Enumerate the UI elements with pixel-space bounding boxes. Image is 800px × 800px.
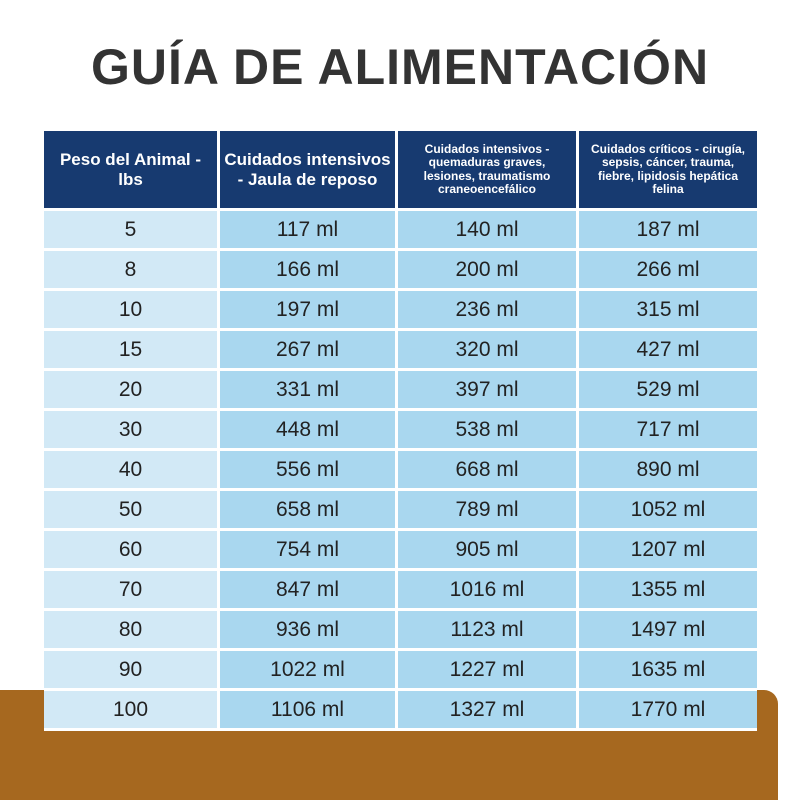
- table-row: 90 1022 ml 1227 ml 1635 ml: [44, 651, 757, 691]
- table-cell: 267 ml: [220, 331, 398, 371]
- header-row: Peso del Animal - lbs Cuidados intensivos…: [44, 131, 757, 211]
- table-cell: 1227 ml: [398, 651, 579, 691]
- table-cell: 320 ml: [398, 331, 579, 371]
- table-cell: 1327 ml: [398, 691, 579, 731]
- table-cell: 847 ml: [220, 571, 398, 611]
- table-cell: 397 ml: [398, 371, 579, 411]
- table-cell: 20: [44, 371, 220, 411]
- table-cell: 538 ml: [398, 411, 579, 451]
- table-row: 5 117 ml 140 ml 187 ml: [44, 211, 757, 251]
- feeding-table: Peso del Animal - lbs Cuidados intensivos…: [44, 131, 757, 731]
- table-cell: 1022 ml: [220, 651, 398, 691]
- table-row: 60 754 ml 905 ml 1207 ml: [44, 531, 757, 571]
- table-cell: 15: [44, 331, 220, 371]
- table-cell: 197 ml: [220, 291, 398, 331]
- table-cell: 166 ml: [220, 251, 398, 291]
- table-cell: 60: [44, 531, 220, 571]
- table-cell: 100: [44, 691, 220, 731]
- table-cell: 1016 ml: [398, 571, 579, 611]
- table-cell: 331 ml: [220, 371, 398, 411]
- table-cell: 1355 ml: [579, 571, 757, 611]
- table-row: 40 556 ml 668 ml 890 ml: [44, 451, 757, 491]
- table-row: 80 936 ml 1123 ml 1497 ml: [44, 611, 757, 651]
- table-row: 30 448 ml 538 ml 717 ml: [44, 411, 757, 451]
- table-cell: 266 ml: [579, 251, 757, 291]
- table-cell: 315 ml: [579, 291, 757, 331]
- table-cell: 427 ml: [579, 331, 757, 371]
- table-row: 10 197 ml 236 ml 315 ml: [44, 291, 757, 331]
- table-cell: 236 ml: [398, 291, 579, 331]
- table-row: 20 331 ml 397 ml 529 ml: [44, 371, 757, 411]
- table-cell: 1207 ml: [579, 531, 757, 571]
- table-cell: 140 ml: [398, 211, 579, 251]
- table-cell: 789 ml: [398, 491, 579, 531]
- table-row: 15 267 ml 320 ml 427 ml: [44, 331, 757, 371]
- table-cell: 658 ml: [220, 491, 398, 531]
- table-cell: 754 ml: [220, 531, 398, 571]
- table-cell: 80: [44, 611, 220, 651]
- table-cell: 70: [44, 571, 220, 611]
- header-cell: Cuidados intensivos - quemaduras graves,…: [398, 131, 579, 211]
- table-cell: 1770 ml: [579, 691, 757, 731]
- table-cell: 5: [44, 211, 220, 251]
- table-cell: 10: [44, 291, 220, 331]
- table-cell: 1106 ml: [220, 691, 398, 731]
- header-cell: Cuidados intensivos - Jaula de reposo: [220, 131, 398, 211]
- table-cell: 529 ml: [579, 371, 757, 411]
- table-cell: 890 ml: [579, 451, 757, 491]
- table-cell: 905 ml: [398, 531, 579, 571]
- table-row: 50 658 ml 789 ml 1052 ml: [44, 491, 757, 531]
- table-cell: 936 ml: [220, 611, 398, 651]
- table-cell: 668 ml: [398, 451, 579, 491]
- table-cell: 187 ml: [579, 211, 757, 251]
- table-cell: 717 ml: [579, 411, 757, 451]
- table-cell: 448 ml: [220, 411, 398, 451]
- table-row: 70 847 ml 1016 ml 1355 ml: [44, 571, 757, 611]
- table-cell: 1497 ml: [579, 611, 757, 651]
- table-cell: 30: [44, 411, 220, 451]
- table-cell: 1123 ml: [398, 611, 579, 651]
- table-cell: 1052 ml: [579, 491, 757, 531]
- table-cell: 117 ml: [220, 211, 398, 251]
- table-cell: 50: [44, 491, 220, 531]
- table-row: 100 1106 ml 1327 ml 1770 ml: [44, 691, 757, 731]
- table-cell: 1635 ml: [579, 651, 757, 691]
- table-cell: 40: [44, 451, 220, 491]
- table-cell: 8: [44, 251, 220, 291]
- table-cell: 90: [44, 651, 220, 691]
- title: GUÍA DE ALIMENTACIÓN: [90, 39, 710, 95]
- table-cell: 556 ml: [220, 451, 398, 491]
- table-row: 8 166 ml 200 ml 266 ml: [44, 251, 757, 291]
- header-cell: Peso del Animal - lbs: [44, 131, 220, 211]
- header-cell: Cuidados críticos - cirugía, sepsis, cán…: [579, 131, 757, 211]
- table-cell: 200 ml: [398, 251, 579, 291]
